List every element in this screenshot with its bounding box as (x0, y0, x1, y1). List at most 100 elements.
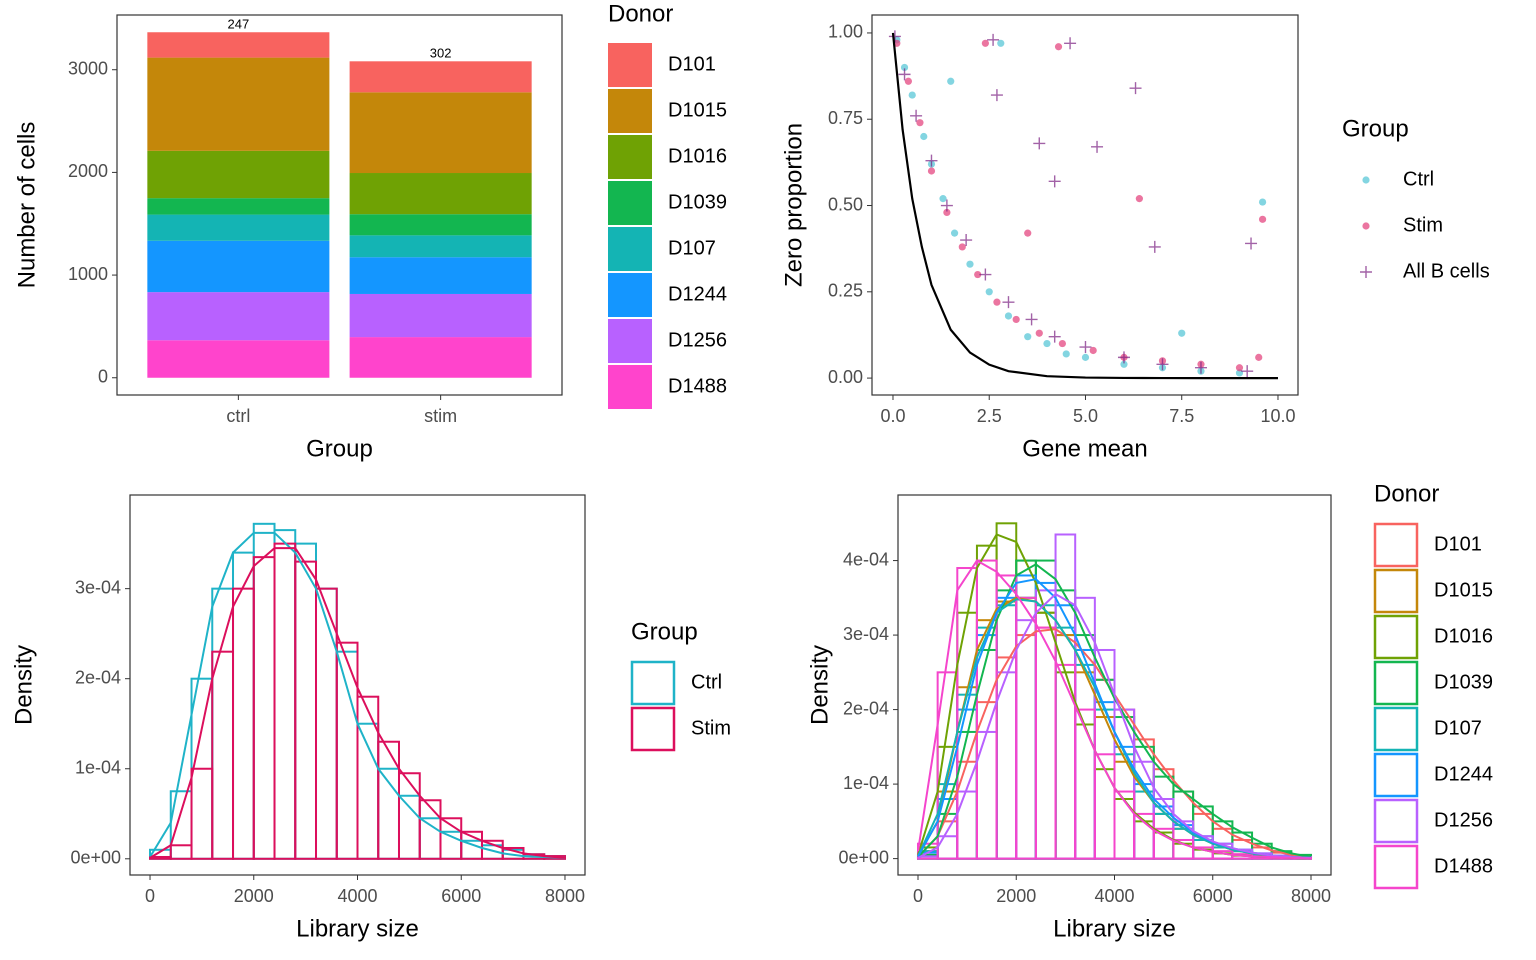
legend-key (1373, 844, 1419, 890)
x-axis-title: Group (306, 435, 373, 462)
point (920, 132, 928, 141)
y-tick-label: 4e-04 (843, 549, 889, 569)
point (1235, 364, 1244, 372)
histogram-bar (356, 695, 380, 860)
point (1024, 229, 1032, 237)
histogram-bar (1074, 671, 1096, 860)
point (1025, 313, 1038, 326)
legend-key (608, 227, 652, 271)
point (1012, 315, 1020, 324)
legend-key (1360, 266, 1372, 278)
histogram-bar (975, 634, 998, 860)
legend-key (608, 135, 652, 179)
legend-key (630, 706, 676, 752)
point (1135, 195, 1143, 203)
y-tick-label: 0.75 (828, 108, 863, 128)
legend-label: D1256 (668, 329, 727, 351)
legend-key (1373, 706, 1419, 752)
point (1062, 350, 1070, 358)
x-tick-label: 0.0 (880, 406, 905, 426)
bar-segment (147, 57, 330, 151)
point (1024, 333, 1032, 341)
bar-segment (147, 198, 330, 215)
point (910, 109, 923, 122)
legend-label: D1039 (1434, 671, 1493, 693)
x-tick-label: stim (424, 406, 457, 426)
y-tick-label: 1000 (68, 264, 108, 284)
y-tick-label: 0 (98, 367, 108, 387)
point (1064, 37, 1077, 50)
histogram-bar (1034, 611, 1057, 860)
histogram-bar (273, 529, 297, 860)
panel-border (897, 494, 1332, 876)
y-tick-label: 0e+00 (838, 847, 889, 867)
histogram-bar (1113, 708, 1136, 860)
histogram-bar (1034, 626, 1057, 860)
histogram-bar (1133, 745, 1155, 860)
histogram-bar (995, 600, 1018, 860)
density-line (149, 547, 566, 859)
histogram-bar (995, 671, 1018, 860)
histogram-bar (936, 835, 959, 860)
point (1245, 237, 1258, 250)
point (1033, 137, 1046, 150)
legend-label: D101 (1434, 533, 1482, 555)
x-tick-label: 4000 (337, 886, 377, 906)
histogram-bar (169, 844, 193, 860)
histogram-bar (397, 794, 421, 860)
legend-key (1362, 176, 1370, 184)
legend-title: Group (1342, 115, 1409, 142)
bar-segment (147, 340, 330, 378)
legend-key (1373, 798, 1419, 844)
bar-segment (147, 292, 330, 341)
legend-key (608, 273, 652, 317)
point (888, 30, 901, 43)
point (908, 91, 916, 99)
histogram-bar (956, 790, 978, 860)
x-tick-label: ctrl (226, 406, 250, 426)
curve (891, 32, 1278, 380)
x-tick-label: 2000 (234, 886, 274, 906)
x-tick-label: 4000 (1094, 886, 1134, 906)
y-axis-title: Number of cells (13, 122, 40, 289)
y-tick-label: 2000 (68, 161, 108, 181)
legend-label: Stim (691, 717, 731, 739)
point (1054, 43, 1063, 51)
bar-segment (147, 32, 330, 58)
histogram-bar (377, 740, 400, 860)
point (1089, 346, 1097, 355)
density-line (149, 531, 566, 859)
x-tick-label: 7.5 (1169, 406, 1194, 426)
point (916, 119, 924, 127)
histogram-bar (335, 650, 359, 860)
point (940, 199, 953, 212)
histogram-bar (995, 656, 1018, 860)
legend-key (608, 181, 652, 225)
histogram-bar (1054, 626, 1077, 860)
legend-title: Donor (1374, 480, 1439, 507)
histogram-bar (956, 686, 978, 860)
point (927, 167, 936, 175)
legend-key (608, 365, 652, 409)
histogram-bar (190, 767, 214, 860)
point (985, 288, 993, 296)
bar-segment (147, 150, 330, 199)
point (1002, 296, 1015, 309)
legend-key (1373, 752, 1419, 798)
histogram-bar (232, 587, 255, 860)
legend-key (608, 89, 652, 133)
legend-key (630, 660, 676, 706)
histogram-bar (1015, 596, 1037, 860)
y-tick-label: 0e+00 (70, 848, 121, 868)
legend-label: Ctrl (1403, 168, 1434, 190)
histogram-bar (315, 587, 338, 860)
x-tick-label: 6000 (1193, 886, 1233, 906)
y-axis-title: Density (10, 645, 37, 725)
panel-border (129, 494, 586, 876)
histogram-bar (335, 641, 359, 860)
x-tick-label: 10.0 (1260, 406, 1295, 426)
histogram-bar (211, 650, 235, 860)
y-tick-label: 3e-04 (843, 624, 889, 644)
point (925, 154, 938, 167)
